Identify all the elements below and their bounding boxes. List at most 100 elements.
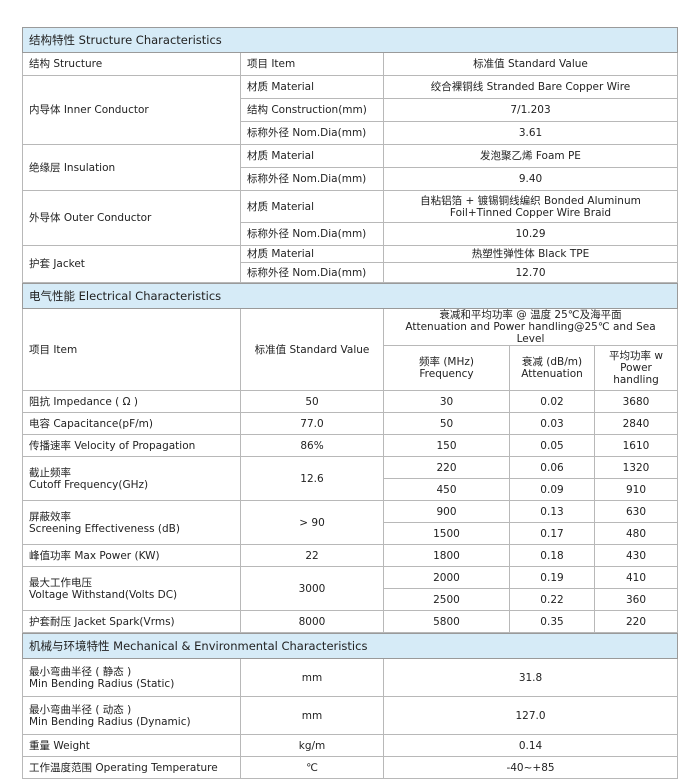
cell-text: 传播速率 Velocity of Propagation <box>29 439 196 452</box>
cell-text: -40~+85 <box>506 761 555 774</box>
cell-text: 峰值功率 Max Power (KW) <box>29 549 160 562</box>
item-value: 9.40 <box>382 167 679 191</box>
attenuation-cell: 0.18 <box>509 544 595 567</box>
param-name: 护套耐压 Jacket Spark(Vrms) <box>22 610 241 633</box>
param-value: 86% <box>240 434 384 457</box>
structure-name: 护套 Jacket <box>22 245 241 283</box>
cell-text: 阻抗 Impedance ( Ω ) <box>29 395 139 408</box>
cell-text: Min Bending Radius (Static) <box>29 677 175 690</box>
cell-text: 22 <box>305 549 319 562</box>
table-row: 电容 Capacitance(pF/m) 77.0 50 0.03 2840 <box>22 412 678 435</box>
cell-text: 材质 Material <box>247 81 314 93</box>
cell-text: 410 <box>625 571 647 584</box>
attenuation-cell: 0.19 <box>509 566 595 589</box>
cell-text: 3680 <box>622 395 650 408</box>
cell-text: 0.35 <box>540 615 564 628</box>
cell-text: 9.40 <box>518 173 543 185</box>
table-row: 最小弯曲半径 ( 静态 ) Min Bending Radius (Static)… <box>22 658 679 697</box>
item-value: 10.29 <box>382 222 679 246</box>
cell-text: 最大工作电压 <box>29 576 92 589</box>
table-row: 护套耐压 Jacket Spark(Vrms) 8000 5800 0.35 220 <box>22 610 678 633</box>
attenuation-cell: 0.35 <box>509 610 595 633</box>
header-item: 项目 Item <box>240 52 384 76</box>
cell-text: 0.14 <box>518 739 543 752</box>
item-name: 材质 Material <box>240 190 384 223</box>
table-row: 1500 0.17 480 <box>23 522 678 545</box>
item-value: 发泡聚乙烯 Foam PE <box>382 144 679 168</box>
param-name: 电容 Capacitance(pF/m) <box>22 412 241 435</box>
table-row: 峰值功率 Max Power (KW) 22 1800 0.18 430 <box>22 544 678 567</box>
param-name: 屏蔽效率 Screening Effectiveness (dB) <box>22 500 241 545</box>
cell-text: 450 <box>436 483 457 496</box>
header-power: 平均功率 w Power handling <box>594 345 678 391</box>
item-value: 自粘铝箔 + 镀锡铜线编织 Bonded Aluminum Foil+Tinne… <box>382 190 679 223</box>
power-cell: 410 <box>594 566 678 589</box>
cell-text: 平均功率 w <box>609 350 663 362</box>
frequency-cell: 5800 <box>383 610 510 633</box>
cell-text: 电气性能 Electrical Characteristics <box>29 289 222 303</box>
cell-text: 2000 <box>433 571 460 584</box>
cell-text: 结构 Structure <box>29 58 103 70</box>
section-title: 机械与环境特性 Mechanical & Environmental Chara… <box>21 633 679 659</box>
param-value: 22 <box>240 544 384 567</box>
header-row: 项目 Item 标准值 Standard Value 衰减和平均功率 @ 温度 25… <box>22 308 678 391</box>
attenuation-cell: 0.02 <box>509 390 595 413</box>
attenuation-cell: 0.13 <box>509 500 595 523</box>
cell-text: 1800 <box>433 549 460 562</box>
item-value: 绞合裸铜线 Stranded Bare Copper Wire <box>382 75 679 99</box>
cell-text: 3000 <box>298 582 326 595</box>
cell-text: 3.61 <box>518 127 543 139</box>
cell-text: 0.19 <box>540 571 564 584</box>
table-row: 护套 Jacket 材质 Material 热塑性弹性体 Black TPE <box>22 245 679 283</box>
param-value: 8000 <box>240 610 384 633</box>
attenuation-cell: 0.06 <box>509 456 595 479</box>
cell-text: 0.17 <box>540 527 564 540</box>
frequency-cell: 2500 <box>383 588 510 611</box>
cell-text: 31.8 <box>518 671 543 684</box>
header-value: 标准值 Standard Value <box>382 52 679 76</box>
cell-text: 0.05 <box>540 439 564 452</box>
cell-text: 项目 Item <box>247 58 296 70</box>
power-cell: 1610 <box>594 434 678 457</box>
cell-text: 结构特性 Structure Characteristics <box>29 33 222 47</box>
cell-text: 127.0 <box>515 709 546 722</box>
table-row: 截止频率 Cutoff Frequency(GHz) 12.6 220 0.06 1320 <box>22 456 678 501</box>
header-value: 标准值 Standard Value <box>240 308 384 391</box>
cell-text: 77.0 <box>300 417 324 430</box>
cell-text: > 90 <box>299 516 325 529</box>
table-row: 标称外径 Nom.Dia(mm) 12.70 <box>23 262 679 283</box>
section-header: 结构特性 Structure Characteristics <box>21 27 679 53</box>
item-name: 材质 Material <box>240 245 384 263</box>
cell-text: 86% <box>300 439 324 452</box>
structure-name: 外导体 Outer Conductor <box>22 190 241 246</box>
frequency-cell: 900 <box>383 500 510 523</box>
attenuation-cell: 0.17 <box>509 522 595 545</box>
cell-text: 护套耐压 Jacket Spark(Vrms) <box>29 615 175 628</box>
cell-text: 1610 <box>622 439 650 452</box>
cell-text: 480 <box>625 527 647 540</box>
cell-text: 标称外径 Nom.Dia(mm) <box>247 266 367 279</box>
cell-text: 发泡聚乙烯 Foam PE <box>480 150 581 162</box>
structure-name: 内导体 Inner Conductor <box>22 75 241 145</box>
cell-text: 绝缘层 Insulation <box>29 161 116 174</box>
cell-text: 150 <box>436 439 457 452</box>
cell-text: 内导体 Inner Conductor <box>29 104 149 116</box>
table-row: 最大工作电压 Voltage Withstand(Volts DC) 3000 200… <box>22 566 678 611</box>
section-title: 结构特性 Structure Characteristics <box>21 27 679 53</box>
table-row: 阻抗 Impedance ( Ω ) 50 30 0.02 3680 <box>22 390 678 413</box>
electrical-table: 电气性能 Electrical Characteristics 项目 Item 标准… <box>22 283 678 633</box>
item-name: 标称外径 Nom.Dia(mm) <box>240 222 384 246</box>
header-structure: 结构 Structure <box>22 52 241 76</box>
cell-text: Attenuation <box>521 368 583 380</box>
cell-text: 50 <box>439 417 454 430</box>
frequency-cell: 450 <box>383 478 510 501</box>
header-attenuation: 衰减和平均功率 @ 温度 25℃及海平面 Attenuation and Powe… <box>383 308 678 346</box>
cell-text: Cutoff Frequency(GHz) <box>29 478 149 491</box>
item-value: 12.70 <box>382 262 679 283</box>
cell-text: 0.09 <box>540 483 564 496</box>
cell-text: 项目 Item <box>29 343 78 356</box>
cell-text: 机械与环境特性 Mechanical & Environmental Chara… <box>29 639 368 653</box>
item-name: 标称外径 Nom.Dia(mm) <box>240 121 384 145</box>
param-name: 截止频率 Cutoff Frequency(GHz) <box>22 456 241 501</box>
cell-text: 8000 <box>298 615 326 628</box>
